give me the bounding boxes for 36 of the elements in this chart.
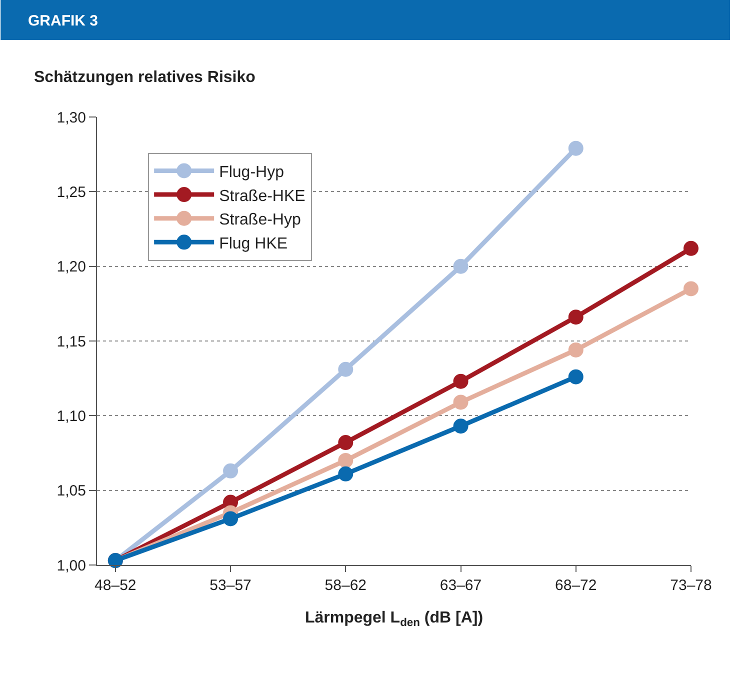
y-tick-label: 1,30 [56, 109, 86, 126]
x-tick-label: 53–57 [210, 577, 252, 594]
point [338, 452, 354, 468]
x-tick-label: 48–52 [94, 577, 136, 594]
point [568, 342, 584, 358]
point [568, 140, 584, 156]
point [338, 362, 354, 377]
x-tick-label: 68–72 [555, 577, 597, 594]
legend-label: Flug HKE [219, 235, 288, 252]
x-axis-title: Lärmpegel L$_{den}$ (dB [A]) [304, 610, 484, 630]
legend-label: Flug-Hyp [219, 164, 284, 181]
point [453, 418, 468, 434]
point [453, 394, 468, 410]
y-tick-label: 1,05 [56, 482, 86, 500]
point [453, 374, 468, 389]
point [568, 310, 584, 325]
point [223, 463, 238, 478]
x-tick-label: 73–78 [670, 577, 712, 594]
y-tick-label: 1,15 [56, 333, 86, 350]
point [338, 466, 354, 482]
chart-title: GRAFIK 3 [28, 12, 98, 30]
y-tick-label: 1,00 [56, 557, 86, 574]
x-tick-label: 58–62 [324, 577, 367, 594]
y-tick-label: 1,10 [56, 408, 86, 425]
point [684, 281, 698, 296]
y-tick-label: 1,20 [56, 258, 86, 276]
point [453, 258, 468, 274]
point [338, 435, 354, 450]
point [223, 511, 238, 526]
y-axis-title: Schätzungen relatives Risiko [34, 69, 256, 86]
x-tick-label: 63–67 [440, 577, 482, 594]
point [568, 369, 584, 384]
y-tick-label: 1,25 [56, 184, 86, 201]
point [684, 240, 698, 256]
legend-label: Straße-Hyp [219, 212, 301, 229]
legend-label: Straße-HKE [219, 188, 306, 205]
